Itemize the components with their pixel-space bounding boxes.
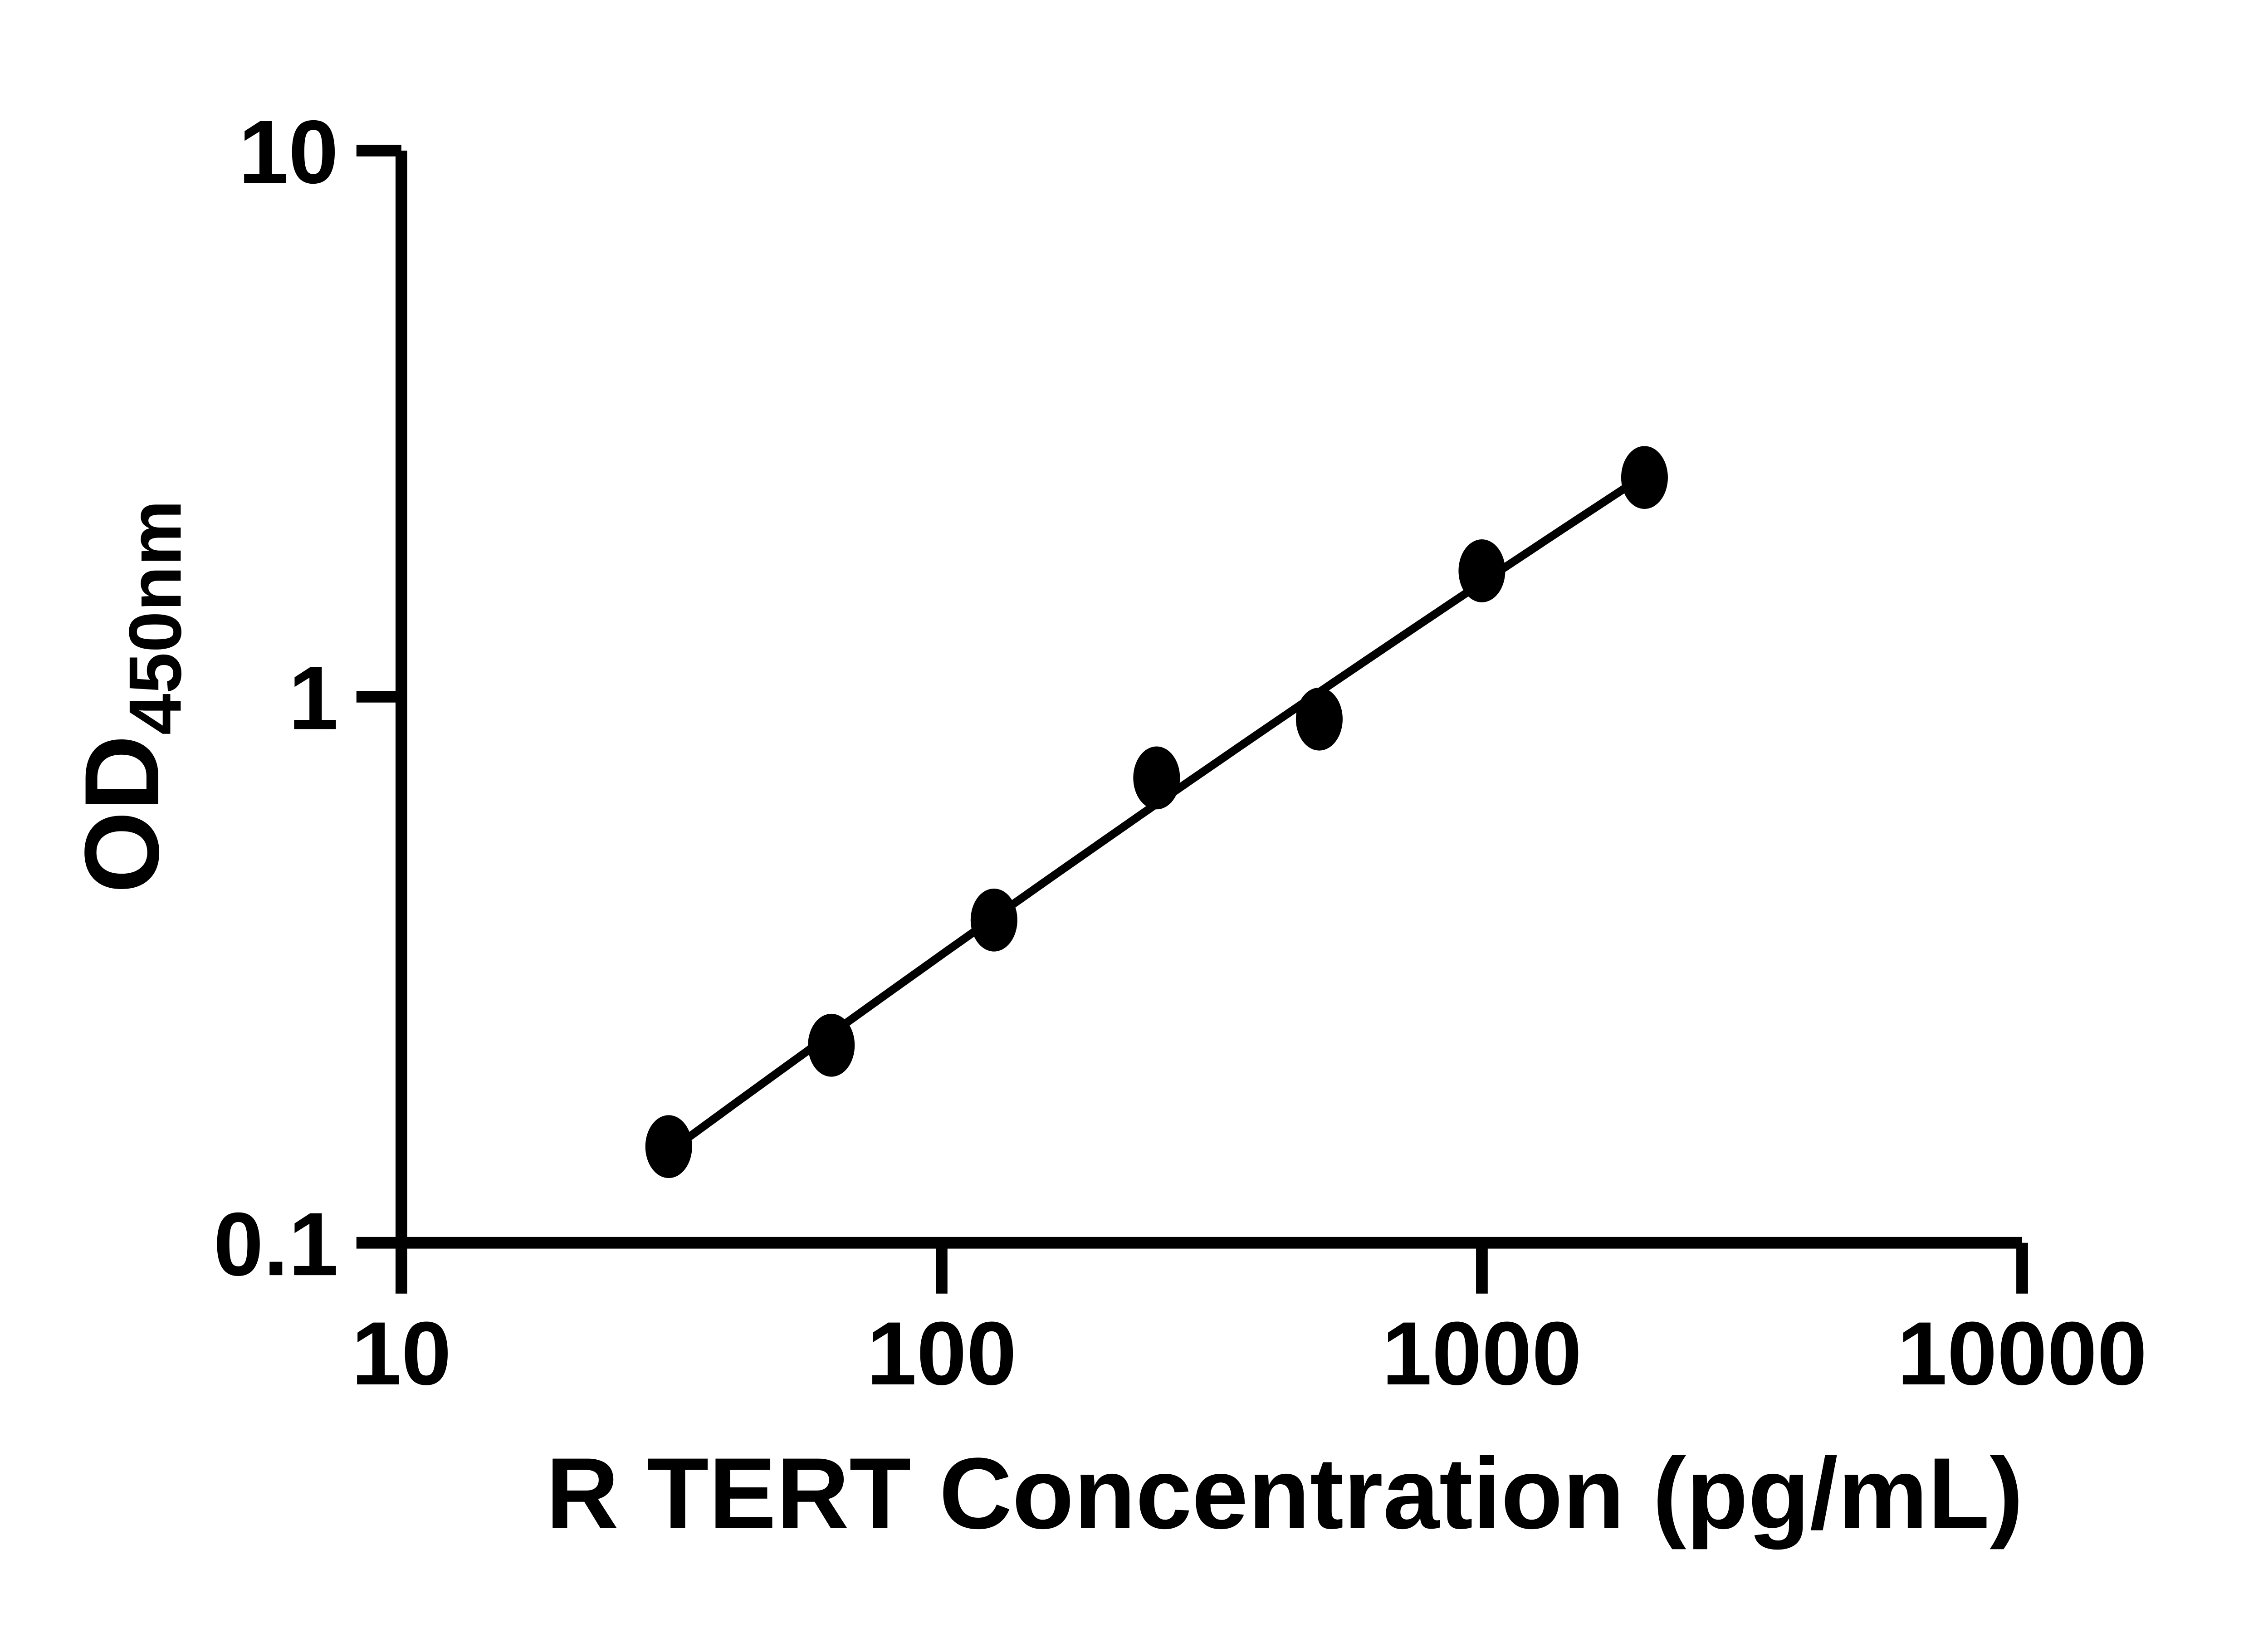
data-point-marker (1295, 687, 1343, 751)
data-point-marker (1621, 446, 1668, 509)
data-point-marker (970, 888, 1017, 952)
y-axis-title-subscript: 450nm (113, 500, 196, 735)
x-tick-label: 10000 (1897, 1303, 2147, 1403)
x-tick-label: 10 (352, 1303, 451, 1403)
data-point-marker (808, 1013, 855, 1077)
data-point-marker (1458, 539, 1505, 602)
data-point-marker (1133, 746, 1180, 810)
x-axis-title: R TERT Concentration (pg/mL) (546, 1437, 2023, 1550)
data-points-layer (645, 446, 1668, 1178)
y-axis-title-main: OD (63, 735, 181, 893)
y-axis-title: OD450nm (63, 500, 197, 893)
x-tick-label: 1000 (1382, 1303, 1582, 1403)
x-tick-label: 100 (867, 1303, 1017, 1403)
data-point-marker (645, 1115, 692, 1178)
y-tick-label: 0.1 (214, 1194, 338, 1294)
y-tick-label: 1 (288, 648, 338, 748)
axis-ticks: 0.1 1 10 10 100 1000 10000 (214, 102, 2147, 1403)
y-tick-label: 10 (239, 102, 338, 202)
